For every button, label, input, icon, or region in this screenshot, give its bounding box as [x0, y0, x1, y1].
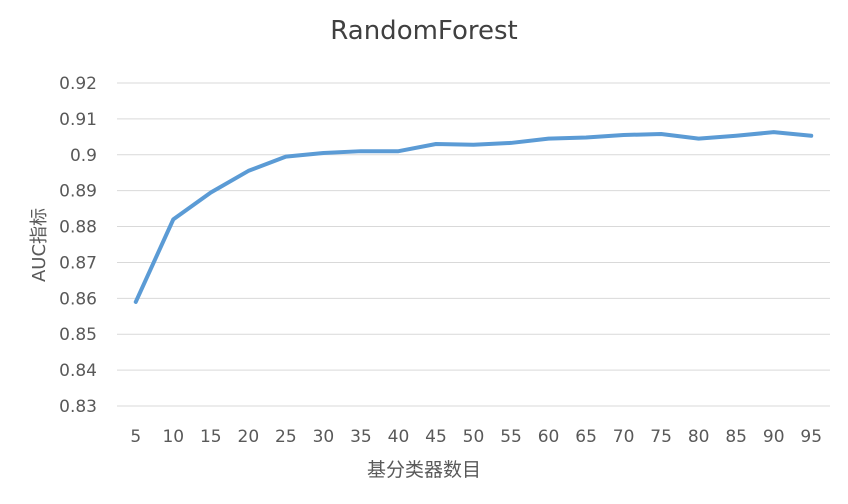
x-tick-label: 25 [275, 427, 297, 447]
chart-title: RandomForest [330, 16, 518, 46]
y-tick-label: 0.87 [59, 253, 97, 273]
x-tick-label: 35 [350, 427, 372, 447]
data-point [396, 149, 400, 153]
y-tick-label: 0.9 [70, 146, 97, 166]
y-tick-label: 0.85 [59, 325, 97, 345]
data-point [809, 134, 813, 138]
x-tick-label: 90 [763, 427, 785, 447]
data-point [697, 137, 701, 141]
x-tick-label: 20 [238, 427, 260, 447]
data-point [321, 151, 325, 155]
x-tick-label: 5 [130, 427, 141, 447]
x-tick-label: 60 [538, 427, 560, 447]
data-point [246, 169, 250, 173]
x-tick-label: 45 [425, 427, 447, 447]
x-tick-label: 80 [688, 427, 710, 447]
data-point [209, 190, 213, 194]
data-point [659, 132, 663, 136]
x-tick-label: 30 [313, 427, 335, 447]
data-point [472, 143, 476, 147]
x-tick-label: 15 [200, 427, 222, 447]
y-tick-label: 0.83 [59, 397, 97, 417]
x-tick-label: 55 [500, 427, 522, 447]
y-tick-label: 0.91 [59, 110, 97, 130]
x-tick-label: 50 [463, 427, 485, 447]
data-point [171, 217, 175, 221]
series-line [133, 130, 814, 304]
y-tick-label: 0.88 [59, 218, 97, 238]
y-tick-label: 0.84 [59, 361, 97, 381]
x-axis-title: 基分类器数目 [366, 459, 481, 481]
x-tick-label: 40 [388, 427, 410, 447]
y-tick-label: 0.92 [59, 74, 97, 94]
data-point [434, 142, 438, 146]
x-tick-label: 95 [800, 427, 822, 447]
y-tick-label: 0.89 [59, 182, 97, 202]
x-tick-label: 75 [650, 427, 672, 447]
x-tick-label: 10 [162, 427, 184, 447]
data-point [509, 141, 513, 145]
data-point [284, 155, 288, 159]
x-tick-label: 85 [725, 427, 747, 447]
data-point [734, 134, 738, 138]
data-point [359, 149, 363, 153]
data-point [134, 300, 138, 304]
data-point [584, 136, 588, 140]
x-tick-label: 65 [575, 427, 597, 447]
x-tick-label: 70 [613, 427, 635, 447]
data-point [547, 137, 551, 141]
data-point [772, 130, 776, 134]
y-tick-label: 0.86 [59, 289, 97, 309]
data-point [622, 133, 626, 137]
